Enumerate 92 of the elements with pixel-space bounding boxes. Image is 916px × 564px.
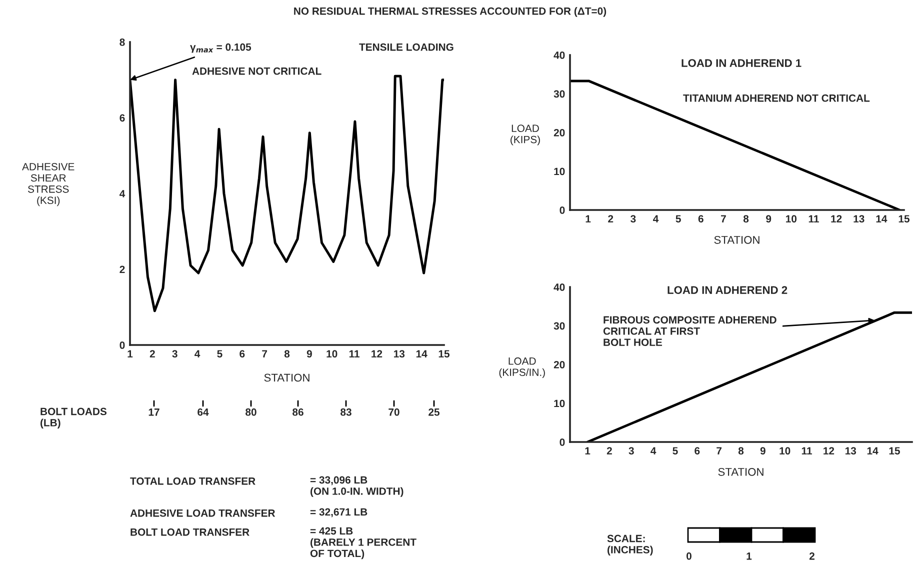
x-tick-label: 6 xyxy=(694,447,700,455)
text: = 32,671 LB xyxy=(310,508,368,518)
text: 2 xyxy=(809,552,814,560)
text: 70 xyxy=(388,408,400,416)
x-tick-label: 8 xyxy=(738,447,744,455)
x-tick-label: 8 xyxy=(284,350,290,358)
x-tick-label: 4 xyxy=(650,447,656,454)
x-tick-label: 2 xyxy=(606,447,612,454)
y-tick-label: 0 xyxy=(560,206,565,214)
y-tick-label: 20 xyxy=(554,361,565,368)
y-axis-title: LOAD (KIPS/IN.) xyxy=(499,357,545,378)
y-tick-label: 30 xyxy=(554,90,565,98)
text: 17 xyxy=(148,408,160,416)
x-tick-label: 5 xyxy=(676,215,681,223)
text: 0 xyxy=(686,552,692,560)
x-tick-label: 7 xyxy=(716,447,722,454)
y-tick-label: 10 xyxy=(554,168,565,176)
text: BOLT LOAD TRANSFER xyxy=(130,528,250,536)
x-tick-label: 3 xyxy=(172,350,178,358)
x-tick-label: 8 xyxy=(743,215,749,223)
x-tick-label: 11 xyxy=(808,215,819,222)
y-tick-label: 8 xyxy=(120,38,125,46)
y-tick-label: 20 xyxy=(554,129,565,136)
text: 86 xyxy=(292,408,304,416)
x-tick-label: 1 xyxy=(585,447,590,454)
x-tick-label: 10 xyxy=(780,447,790,455)
x-tick-label: 3 xyxy=(628,447,634,455)
x-tick-label: 1 xyxy=(586,215,591,222)
y-tick-label: 30 xyxy=(554,322,565,330)
x-tick-label: 9 xyxy=(766,215,772,223)
x-tick-label: 14 xyxy=(876,215,888,222)
x-tick-label: 10 xyxy=(786,215,797,223)
text: ADHESIVE LOAD TRANSFER xyxy=(130,509,276,517)
chart-title: LOAD IN ADHEREND 2 xyxy=(668,286,788,294)
annotation: γ$_{max}$ = 0.105 xyxy=(190,43,252,53)
x-tick-label: 5 xyxy=(672,447,678,455)
y-tick-label: 10 xyxy=(554,400,565,408)
x-tick-label: 6 xyxy=(240,350,245,358)
text: 83 xyxy=(340,408,352,416)
y-tick-label: 2 xyxy=(120,266,125,274)
annotation: FIBROUS COMPOSITE ADHEREND CRITICAL AT FIRST BOLT HOLE xyxy=(603,316,776,346)
y-tick-label: 0 xyxy=(120,342,125,349)
text: 1 xyxy=(746,552,752,560)
x-tick-label: 9 xyxy=(306,350,312,358)
text: = 33,096 LB (ON 1.0-IN. WIDTH) xyxy=(310,476,404,497)
x-tick-label: 7 xyxy=(721,215,726,222)
x-tick-label: 12 xyxy=(831,215,842,222)
y-tick-label: 40 xyxy=(554,284,565,291)
text: = 425 LB (BARELY 1 PERCENT OF TOTAL) xyxy=(310,527,416,560)
x-tick-label: 4 xyxy=(194,350,200,358)
x-tick-label: 2 xyxy=(608,215,614,222)
x-tick-label: 12 xyxy=(372,350,382,358)
text: TOTAL LOAD TRANSFER xyxy=(130,477,256,485)
text: BOLT LOADS (LB) xyxy=(40,408,107,428)
y-axis-title: ADHESIVE SHEAR STRESS (KSI) xyxy=(22,163,74,206)
text: 25 xyxy=(428,408,440,416)
x-tick-label: 10 xyxy=(326,350,338,358)
x-tick-label: 15 xyxy=(898,215,910,223)
x-tick-label: 1 xyxy=(128,350,133,358)
x-tick-label: 3 xyxy=(630,215,636,223)
y-tick-label: 4 xyxy=(120,190,126,198)
x-tick-label: 5 xyxy=(217,350,222,358)
x-tick-label: 2 xyxy=(150,350,155,358)
x-tick-label: 13 xyxy=(845,447,856,455)
x-tick-label: 15 xyxy=(889,447,900,455)
x-tick-label: 9 xyxy=(760,447,766,455)
y-axis-title: LOAD (KIPS) xyxy=(510,124,540,146)
x-tick-label: 14 xyxy=(867,447,878,454)
x-tick-label: 7 xyxy=(262,350,268,358)
x-tick-label: 6 xyxy=(698,215,704,223)
y-tick-label: 0 xyxy=(560,438,565,446)
x-tick-label: 15 xyxy=(438,350,450,358)
annotation: TITANIUM ADHEREND NOT CRITICAL xyxy=(683,94,870,102)
text: SCALE: (INCHES) xyxy=(607,534,653,556)
x-tick-label: 4 xyxy=(653,215,659,222)
x-axis-title: STATION xyxy=(714,236,760,244)
chart-title: NO RESIDUAL THERMAL STRESSES ACCOUNTED FOR (ΔT=0) xyxy=(294,7,606,17)
x-tick-label: 14 xyxy=(416,350,428,358)
text: 80 xyxy=(246,408,256,416)
x-tick-label: 11 xyxy=(349,350,360,358)
chart-title: LOAD IN ADHEREND 1 xyxy=(682,59,802,67)
x-tick-label: 12 xyxy=(824,447,834,454)
x-tick-label: 13 xyxy=(854,215,864,223)
annotation: ADHESIVE NOT CRITICAL xyxy=(192,67,322,75)
annotation: TENSILE LOADING xyxy=(359,43,454,51)
x-tick-label: 13 xyxy=(394,350,405,358)
y-tick-label: 6 xyxy=(120,114,125,122)
x-axis-title: STATION xyxy=(264,374,310,382)
text: 64 xyxy=(198,408,209,416)
x-tick-label: 11 xyxy=(802,447,812,454)
x-axis-title: STATION xyxy=(718,468,764,476)
y-tick-label: 40 xyxy=(554,52,565,59)
